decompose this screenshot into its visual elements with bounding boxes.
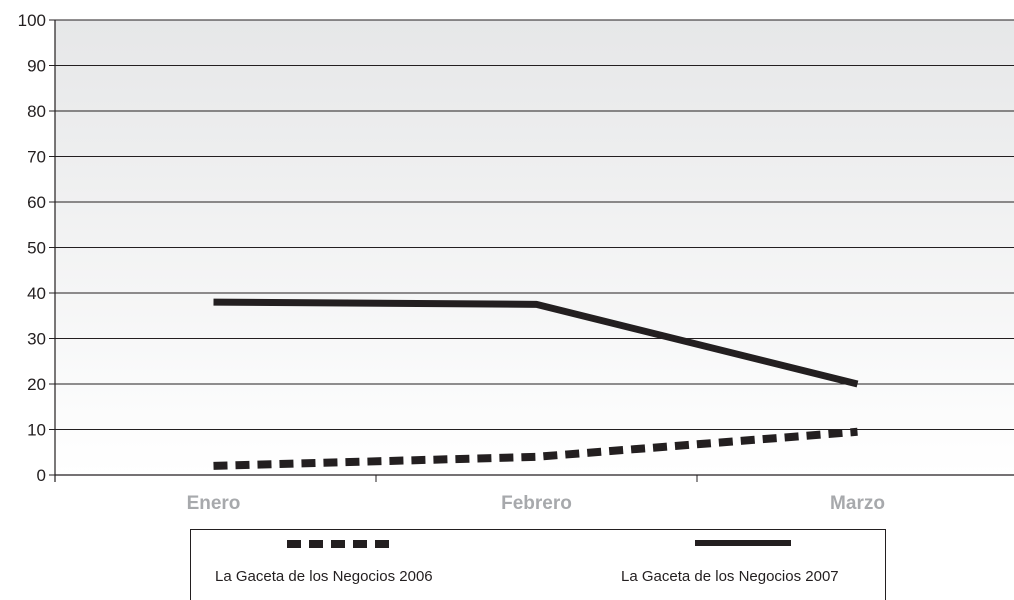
gridlines — [49, 19, 1014, 482]
y-tick-label: 60 — [27, 193, 46, 212]
axes — [54, 20, 1014, 482]
legend-label-2007: La Gaceta de los Negocios 2007 — [621, 568, 839, 585]
y-tick-label: 40 — [27, 284, 46, 303]
y-tick-label: 10 — [27, 421, 46, 440]
y-tick-label: 50 — [27, 239, 46, 258]
legend-item-2007: La Gaceta de los Negocios 2007 — [617, 530, 917, 590]
y-tick-label: 0 — [37, 466, 46, 485]
series-line-2007 — [213, 298, 859, 388]
legend-item-2006: La Gaceta de los Negocios 2006 — [209, 530, 509, 590]
legend-swatch-dashed — [287, 540, 389, 548]
series-line-2006 — [213, 427, 858, 470]
legend-label-2006: La Gaceta de los Negocios 2006 — [215, 568, 433, 585]
x-tick-label: Marzo — [830, 493, 885, 514]
y-tick-label: 30 — [27, 330, 46, 349]
series-lines — [213, 298, 859, 470]
y-tick-label: 90 — [27, 57, 46, 76]
x-tick-label: Febrero — [501, 493, 572, 514]
x-tick-labels: Enero Febrero Marzo — [187, 493, 885, 514]
legend-swatch-solid — [695, 540, 791, 546]
y-tick-label: 70 — [27, 148, 46, 167]
legend: La Gaceta de los Negocios 2006 La Gaceta… — [190, 529, 886, 600]
y-tick-label: 80 — [27, 102, 46, 121]
x-tick-label: Enero — [187, 493, 241, 514]
y-tick-label: 100 — [18, 11, 46, 30]
y-tick-labels: 0 10 20 30 40 50 60 70 80 90 100 — [18, 11, 46, 485]
y-tick-label: 20 — [27, 375, 46, 394]
